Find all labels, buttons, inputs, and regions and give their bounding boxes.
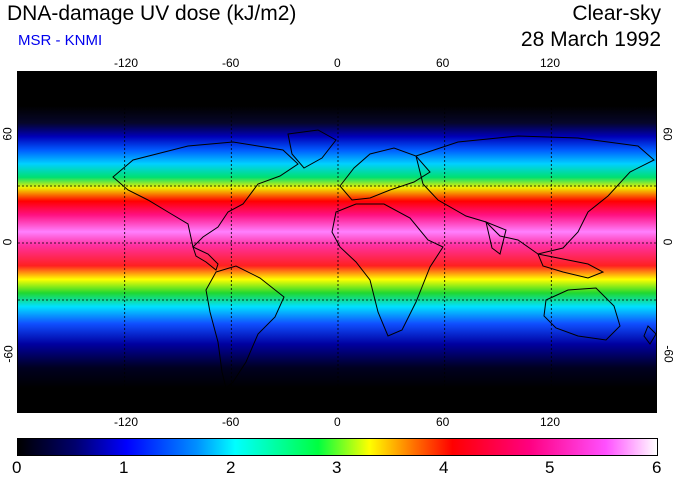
date-label: 28 March 1992	[520, 28, 661, 51]
new-zealand-outline	[643, 325, 656, 345]
colorbar-tick: 5	[545, 458, 555, 477]
colorbar	[17, 438, 658, 456]
europe-outline	[339, 147, 431, 201]
asia-outline	[415, 135, 655, 255]
australia-outline	[543, 287, 621, 341]
maritime-asia-outline	[537, 253, 605, 279]
lon-tick-bottom: 120	[540, 415, 561, 429]
uv-dose-map	[17, 71, 657, 413]
colorbar-tick: 6	[652, 458, 662, 477]
lon-tick-bottom: -120	[114, 415, 139, 429]
coastlines	[112, 129, 656, 389]
lon-tick-bottom: -60	[222, 415, 240, 429]
greenland-outline	[287, 129, 337, 169]
lon-tick-top: -60	[222, 56, 240, 70]
india-outline	[485, 221, 507, 255]
lon-tick-top: 0	[334, 56, 341, 70]
africa-outline	[331, 203, 444, 337]
colorbar-tick: 3	[332, 458, 342, 477]
lon-tick-bottom: 60	[436, 415, 450, 429]
lat-tick-right: 60	[660, 127, 675, 141]
sky-condition-label: Clear-sky	[572, 2, 661, 25]
lat-tick-left: 0	[0, 238, 15, 246]
lon-tick-top: 120	[540, 56, 561, 70]
map-overlay	[18, 72, 656, 412]
south-america-outline	[205, 265, 285, 389]
lat-tick-right: 0	[660, 238, 675, 246]
lon-tick-top: -120	[114, 56, 139, 70]
lat-tick-left: -60	[1, 345, 16, 363]
colorbar-tick: 0	[12, 458, 22, 477]
north-america-outline	[112, 141, 299, 249]
lat-tick-left: 60	[0, 127, 15, 141]
colorbar-tick: 1	[119, 458, 129, 477]
lat-tick-right: -60	[661, 345, 676, 363]
central-america-outline	[192, 246, 219, 271]
source-label: MSR - KNMI	[18, 32, 103, 49]
graticule	[18, 72, 656, 412]
colorbar-tick: 4	[439, 458, 449, 477]
colorbar-tick: 2	[226, 458, 236, 477]
lon-tick-top: 60	[436, 56, 450, 70]
map-title: DNA-damage UV dose (kJ/m2)	[7, 2, 297, 25]
lon-tick-bottom: 0	[334, 415, 341, 429]
